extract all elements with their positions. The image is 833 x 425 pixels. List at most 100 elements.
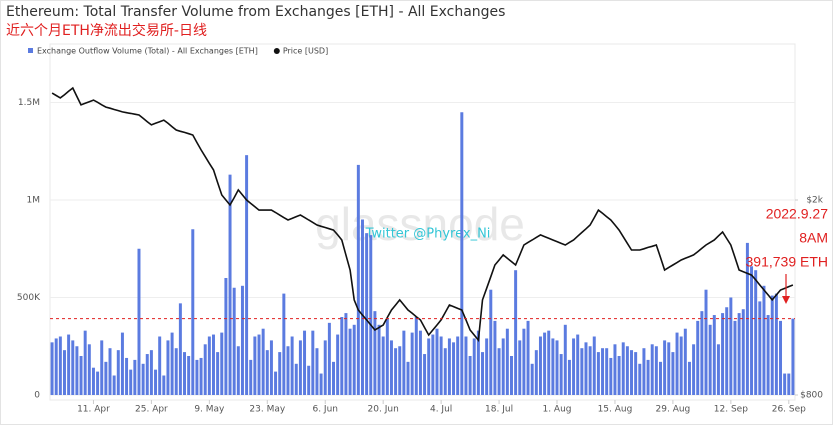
bar [224,278,228,395]
bar [580,348,584,395]
bar [766,315,770,395]
bar [638,363,642,395]
bar [609,357,613,395]
x-tick-label: 29. Aug [656,405,691,415]
bar [191,229,195,395]
bar [187,356,191,395]
bar [257,334,261,395]
bar [725,307,729,395]
bar [596,352,600,395]
bar [129,369,133,395]
bar [774,293,778,395]
bar [493,320,497,395]
bar [468,356,472,395]
bar [290,336,294,395]
bar [344,313,348,395]
bar [634,352,638,395]
bar [675,332,679,395]
bar [75,346,79,395]
bar [671,352,675,395]
bar [154,369,158,395]
bar [137,248,141,395]
bar [534,350,538,395]
bar [141,363,145,395]
bar [729,297,733,395]
bar [381,336,385,395]
bar [613,344,617,395]
bar [642,348,646,395]
bar [385,318,389,395]
bar [87,344,91,395]
bar [770,295,774,395]
bar [62,350,66,395]
bar [216,352,220,395]
bar [427,338,431,395]
bar [646,359,650,395]
credit: Twitter @Phyrex_Ni [365,227,491,242]
bar [538,336,542,395]
bar [696,320,700,395]
bar [125,357,129,395]
bar [456,336,460,395]
y-tick-label: 1.5M [18,98,40,108]
bar [481,352,485,395]
bar [211,334,215,395]
bar [303,330,307,395]
x-tick-label: 25. Apr [135,405,168,415]
bar [174,348,178,395]
bar [356,164,360,395]
bar [663,340,667,395]
bar [754,270,758,395]
bar [352,324,356,395]
bar [679,336,683,395]
bar [104,361,108,395]
bar [716,344,720,395]
bar [178,303,182,395]
annotation: 391,739 ETH [746,254,829,270]
bar [67,334,71,395]
bar [311,330,315,395]
bar [762,285,766,395]
bar [145,354,149,395]
bar [526,320,530,395]
x-tick-label: 20. Jun [368,405,399,415]
bar [497,348,501,395]
bar [737,313,741,395]
bar [522,328,526,395]
bar [58,336,62,395]
bar [149,350,153,395]
bar [584,342,588,395]
bar [323,340,327,395]
x-tick-label: 18. Jul [485,405,513,415]
bar [683,328,687,395]
bar [447,338,451,395]
bar [741,309,745,395]
bar [369,235,373,395]
bar [700,311,704,395]
bar [398,346,402,395]
y2-tick-label: $2k [806,196,823,206]
bar [605,348,609,395]
bar [282,293,286,395]
bar [572,338,576,395]
bar [348,328,352,395]
legend-label: Price [USD] [283,47,328,56]
bar [779,320,783,395]
bar [402,330,406,395]
bar [667,342,671,395]
x-tick-label: 1. Aug [542,405,571,415]
bar [625,346,629,395]
bar [394,348,398,395]
bar [96,371,100,395]
chart-title: Ethereum: Total Transfer Volume from Exc… [6,4,505,20]
bar [286,346,290,395]
x-tick-label: 23. May [249,405,285,415]
bar [116,350,120,395]
bar [112,375,116,395]
bar [733,320,737,395]
bar [791,318,795,395]
bar [340,317,344,395]
bar [464,336,468,395]
bar [220,332,224,395]
y2-tick-label: $800 [800,391,823,401]
